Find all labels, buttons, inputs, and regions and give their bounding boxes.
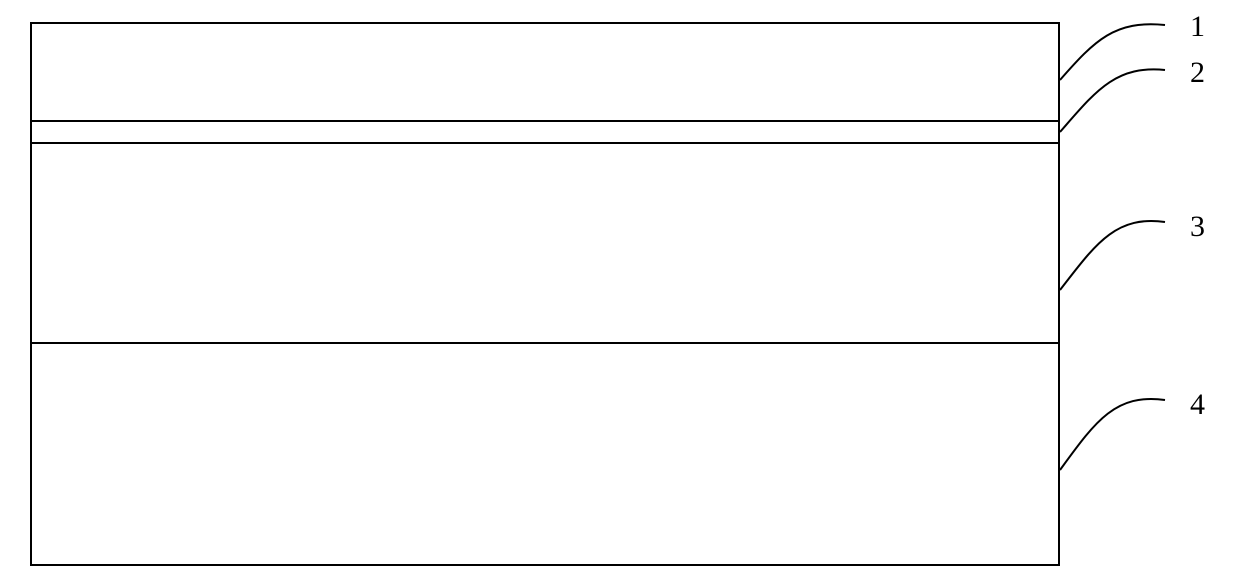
- callout-curve-4: [1060, 399, 1165, 470]
- callout-label-4: 4: [1190, 388, 1205, 422]
- callout-curve-1: [1060, 24, 1165, 80]
- layer-stack-diagram: [30, 22, 1060, 552]
- layer-4: [30, 344, 1060, 566]
- callout-label-2: 2: [1190, 56, 1205, 90]
- callout-curves: [1060, 24, 1165, 470]
- callout-curve-3: [1060, 221, 1165, 290]
- layer-1: [30, 22, 1060, 122]
- callout-curve-2: [1060, 69, 1165, 132]
- callout-label-1: 1: [1190, 10, 1205, 44]
- callout-label-3: 3: [1190, 210, 1205, 244]
- layer-3: [30, 144, 1060, 344]
- layer-2: [30, 122, 1060, 144]
